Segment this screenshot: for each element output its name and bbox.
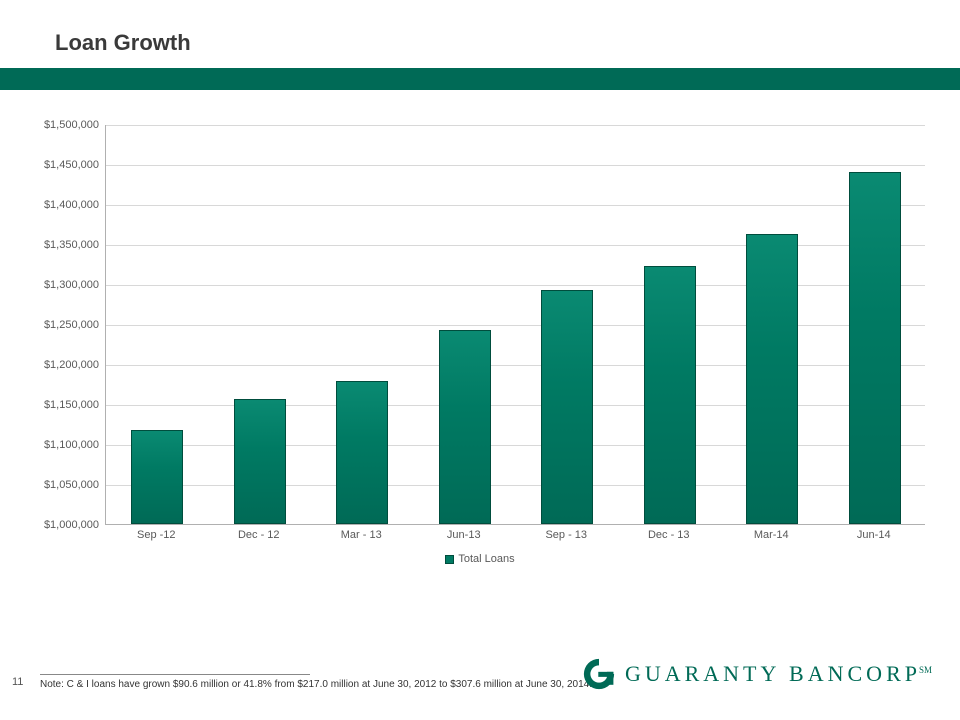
bar-fill [336, 381, 388, 524]
bar [439, 330, 491, 524]
chart-plot-area [105, 125, 925, 525]
grid-line [106, 285, 925, 286]
x-axis-label: Mar-14 [754, 529, 789, 541]
grid-line [106, 205, 925, 206]
chart-legend: Total Loans [25, 553, 935, 565]
bar [746, 234, 798, 524]
y-axis-label: $1,000,000 [25, 519, 99, 531]
grid-line [106, 485, 925, 486]
y-axis-label: $1,500,000 [25, 119, 99, 131]
grid-line [106, 365, 925, 366]
y-axis-label: $1,100,000 [25, 439, 99, 451]
x-axis-label: Jun-14 [857, 529, 891, 541]
y-axis-label: $1,300,000 [25, 279, 99, 291]
bar-fill [541, 290, 593, 524]
bar-fill [439, 330, 491, 524]
legend-label: Total Loans [458, 553, 514, 565]
bar-fill [644, 266, 696, 524]
bar [644, 266, 696, 524]
grid-line [106, 445, 925, 446]
x-axis-label: Sep -12 [137, 529, 176, 541]
bar-fill [746, 234, 798, 524]
bar [234, 399, 286, 524]
y-axis-label: $1,200,000 [25, 359, 99, 371]
legend-swatch [445, 555, 454, 564]
bar [541, 290, 593, 524]
grid-line [106, 325, 925, 326]
loan-growth-chart: Total Loans $1,000,000 $1,050,000 $1,100,0… [25, 115, 935, 585]
page-number: 11 [12, 676, 23, 688]
logo-sm-suffix: SM [919, 665, 932, 675]
title-area: Loan Growth [0, 0, 960, 68]
grid-line [106, 165, 925, 166]
bar [336, 381, 388, 524]
x-axis-label: Sep - 13 [545, 529, 587, 541]
bar [849, 172, 901, 524]
grid-line [106, 245, 925, 246]
grid-line [106, 405, 925, 406]
x-axis-label: Dec - 13 [648, 529, 690, 541]
x-axis-label: Dec - 12 [238, 529, 280, 541]
y-axis-label: $1,400,000 [25, 199, 99, 211]
brand-logo: GUARANTY BANCORPSM [581, 656, 932, 692]
logo-mark-icon [581, 656, 617, 692]
bar-fill [131, 430, 183, 524]
y-axis-label: $1,450,000 [25, 159, 99, 171]
x-axis-label: Jun-13 [447, 529, 481, 541]
bar-fill [234, 399, 286, 524]
footnote-rule [40, 674, 310, 675]
page-title: Loan Growth [55, 30, 960, 56]
logo-brand-text: GUARANTY BANCORP [625, 661, 921, 686]
y-axis-label: $1,250,000 [25, 319, 99, 331]
bar-fill [849, 172, 901, 524]
y-axis-label: $1,050,000 [25, 479, 99, 491]
y-axis-label: $1,150,000 [25, 399, 99, 411]
y-axis-label: $1,350,000 [25, 239, 99, 251]
header-band [0, 68, 960, 90]
grid-line [106, 125, 925, 126]
bar [131, 430, 183, 524]
logo-text: GUARANTY BANCORPSM [625, 661, 932, 687]
x-axis-label: Mar - 13 [341, 529, 382, 541]
